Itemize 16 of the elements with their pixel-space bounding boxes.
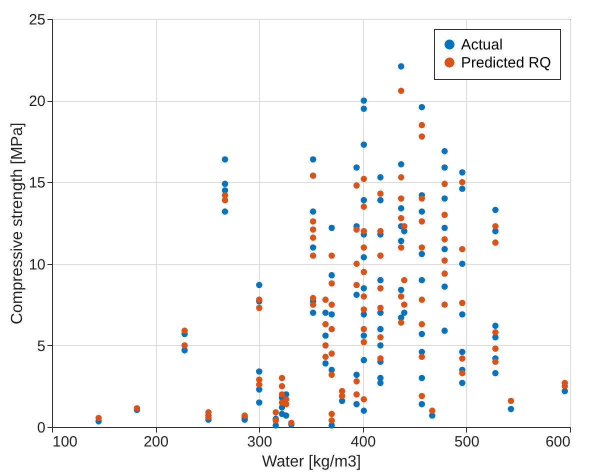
legend-label: Predicted RQ — [461, 54, 552, 72]
y-tick-label: 20 — [28, 93, 46, 110]
y-tick-label: 15 — [28, 174, 46, 192]
x-tick-label: 500 — [454, 434, 480, 450]
x-tick-label: 100 — [52, 434, 78, 450]
x-tick-label: 600 — [545, 434, 570, 450]
x-tick-label: 200 — [144, 434, 169, 450]
x-tick-label: 300 — [247, 434, 272, 450]
x-tick-label: 400 — [350, 434, 376, 450]
y-tick-label: 5 — [37, 338, 46, 355]
legend-label: Actual — [461, 36, 503, 54]
y-axis-title: Compressive strength [MPa] — [8, 122, 26, 324]
y-tick-label: 0 — [37, 420, 46, 436]
y-tick-label: 10 — [28, 256, 46, 274]
x-axis-title: Water [kg/m3] — [262, 454, 361, 470]
y-tick-label: 25 — [28, 12, 46, 28]
